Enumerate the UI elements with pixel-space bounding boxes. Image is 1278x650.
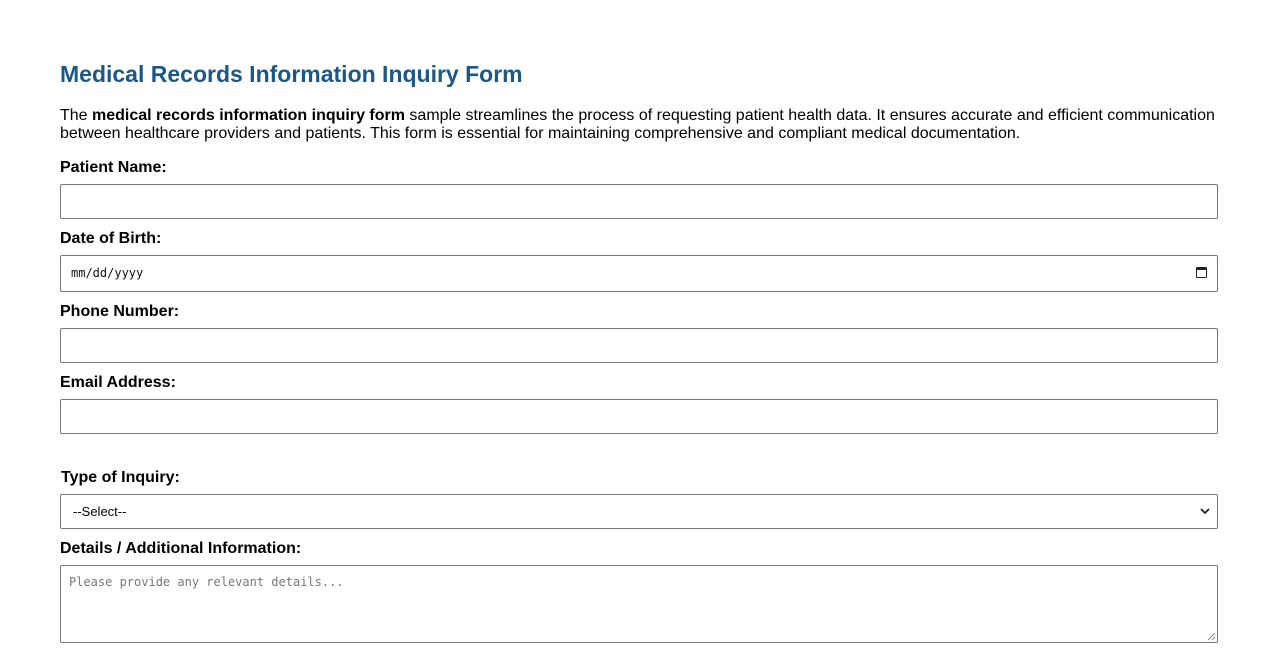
intro-suffix: sample streamlines the process of reques…	[60, 107, 1215, 142]
calendar-icon[interactable]	[1196, 267, 1207, 278]
dob-placeholder: mm/dd/yyyy	[71, 266, 144, 280]
patient-name-label: Patient Name:	[60, 159, 167, 176]
details-textarea[interactable]: Please provide any relevant details...	[60, 565, 1218, 643]
dob-input[interactable]: mm/dd/yyyy	[60, 255, 1218, 292]
inquiry-type-label: Type of Inquiry:	[61, 469, 180, 486]
email-label: Email Address:	[60, 374, 176, 391]
resize-handle-icon[interactable]	[1207, 632, 1216, 641]
intro-bold: medical records information inquiry form	[92, 107, 405, 124]
chevron-down-icon	[1200, 508, 1210, 515]
page-title: Medical Records Information Inquiry Form	[60, 61, 523, 87]
phone-label: Phone Number:	[60, 303, 180, 320]
details-placeholder: Please provide any relevant details...	[69, 575, 344, 589]
details-label: Details / Additional Information:	[60, 540, 302, 557]
intro-prefix: The	[60, 107, 93, 124]
intro-paragraph: The medical records information inquiry …	[60, 107, 1230, 143]
email-input[interactable]	[60, 399, 1218, 434]
inquiry-type-selected: --Select--	[73, 504, 127, 519]
patient-name-input[interactable]	[60, 184, 1218, 219]
phone-input[interactable]	[60, 328, 1218, 363]
dob-label: Date of Birth:	[60, 230, 162, 247]
inquiry-type-select[interactable]: --Select--	[60, 494, 1218, 529]
